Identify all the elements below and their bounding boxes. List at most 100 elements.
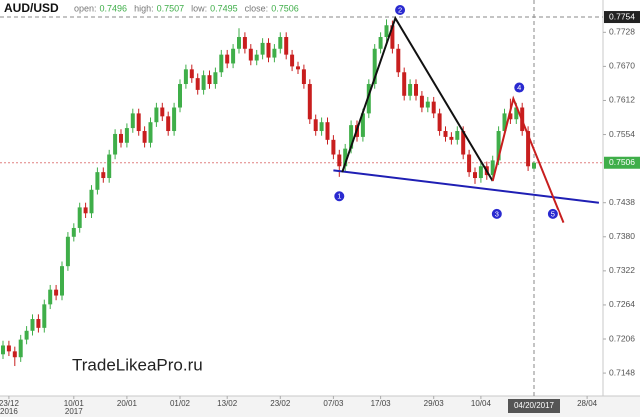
candle-body (331, 139, 336, 155)
candle-body (372, 48, 377, 85)
candle-body (396, 48, 401, 73)
x-tick-label: 17/03 (371, 399, 392, 408)
candle-body (313, 119, 318, 132)
candle-body (254, 54, 259, 61)
candle-body (189, 69, 194, 79)
candle-body (319, 122, 324, 132)
candle-body (349, 125, 354, 149)
pattern-marker (490, 207, 503, 220)
crosshair-date-label: 04/20/2017 (514, 401, 555, 410)
candle-body (307, 84, 312, 120)
candle-body (296, 66, 300, 70)
candle-body (142, 131, 147, 143)
candle-body (201, 75, 206, 90)
symbol-title: AUD/USD (4, 1, 59, 15)
y-tick-label: 0.7380 (609, 231, 635, 241)
candle-body (366, 84, 371, 114)
candle-body (526, 131, 531, 167)
header-value: 0.7506 (271, 3, 299, 13)
x-tick-label: 23/12 (0, 399, 19, 408)
candle-body (89, 189, 94, 214)
y-tick-label: 0.7322 (609, 265, 635, 275)
candle-body (384, 25, 389, 38)
candle-body (83, 207, 88, 214)
candle-body (113, 133, 118, 155)
candle-body (449, 136, 454, 140)
candle-body (213, 72, 218, 85)
candle-body (231, 48, 236, 64)
candle-body (6, 345, 11, 352)
candle-body (408, 84, 413, 96)
candle-body (414, 84, 418, 96)
candle-body (272, 48, 277, 58)
last-price-label: 0.7506 (609, 157, 635, 167)
candle-body (242, 37, 247, 49)
candle-body (124, 128, 129, 143)
y-tick-label: 0.7438 (609, 197, 635, 207)
y-tick-label: 0.7612 (609, 95, 635, 105)
x-tick-label: 10/04 (471, 399, 492, 408)
header-value: 0.7507 (157, 3, 185, 13)
header-value: 0.7496 (100, 3, 128, 13)
candle-body (24, 330, 29, 340)
header-value: 0.7495 (210, 3, 238, 13)
crosshair-price-label: 0.7754 (609, 11, 635, 21)
x-tick-label: 01/02 (170, 399, 191, 408)
candle-body (502, 113, 507, 132)
candle-body (178, 84, 182, 108)
candle-body (260, 42, 265, 55)
candle-body (473, 172, 477, 179)
candle-body (508, 113, 513, 120)
candle-body (378, 37, 383, 49)
candle-body (107, 154, 112, 179)
x-tick-label: 07/03 (323, 399, 344, 408)
candle-body (278, 37, 283, 49)
candle-body (95, 172, 100, 190)
candle-body (390, 25, 395, 49)
x-tick-label: 20/01 (117, 399, 138, 408)
x-tick-label: 13/02 (217, 399, 238, 408)
candle-body (337, 154, 342, 167)
candle-body (18, 339, 23, 358)
pattern-marker-label: 1 (337, 192, 341, 201)
candle-body (343, 148, 348, 167)
pattern-line (341, 15, 494, 182)
candle-body (290, 54, 295, 67)
header-fields: open: 0.7496 high: 0.7507 low: 0.7495 close: 0.… (74, 3, 299, 13)
candle-body (101, 172, 106, 179)
candle-body (419, 95, 424, 108)
candle-body (48, 289, 53, 305)
candle-body (360, 113, 365, 137)
candle-body (301, 69, 306, 85)
candle-body (284, 37, 289, 55)
crosshair-price-box (604, 11, 640, 24)
candle-body (12, 351, 17, 358)
candle-body (225, 54, 230, 64)
candle-body (42, 304, 47, 328)
candle-body (431, 101, 436, 114)
candle-body (455, 131, 460, 140)
header-label: open: (74, 3, 97, 13)
candle-body (1, 345, 5, 355)
candle-body (136, 113, 141, 132)
candle-body (514, 107, 519, 120)
candle-body (478, 166, 483, 179)
pattern-marker (546, 207, 559, 220)
candle-body (77, 207, 82, 228)
x-axis-band (0, 396, 640, 417)
candle-body (148, 122, 153, 143)
candle-body (54, 289, 59, 296)
candle-body (166, 116, 171, 132)
candle-body (325, 122, 330, 140)
header-label: high: (134, 3, 154, 13)
y-tick-label: 0.7554 (609, 129, 635, 139)
y-tick-label: 0.7728 (609, 27, 635, 37)
header-label: close: (245, 3, 269, 13)
candle-body (130, 113, 135, 129)
candle-body (490, 160, 495, 176)
candle-body (461, 131, 466, 155)
pattern-line (333, 169, 600, 204)
candle-body (437, 113, 442, 132)
candle-body (30, 319, 35, 331)
